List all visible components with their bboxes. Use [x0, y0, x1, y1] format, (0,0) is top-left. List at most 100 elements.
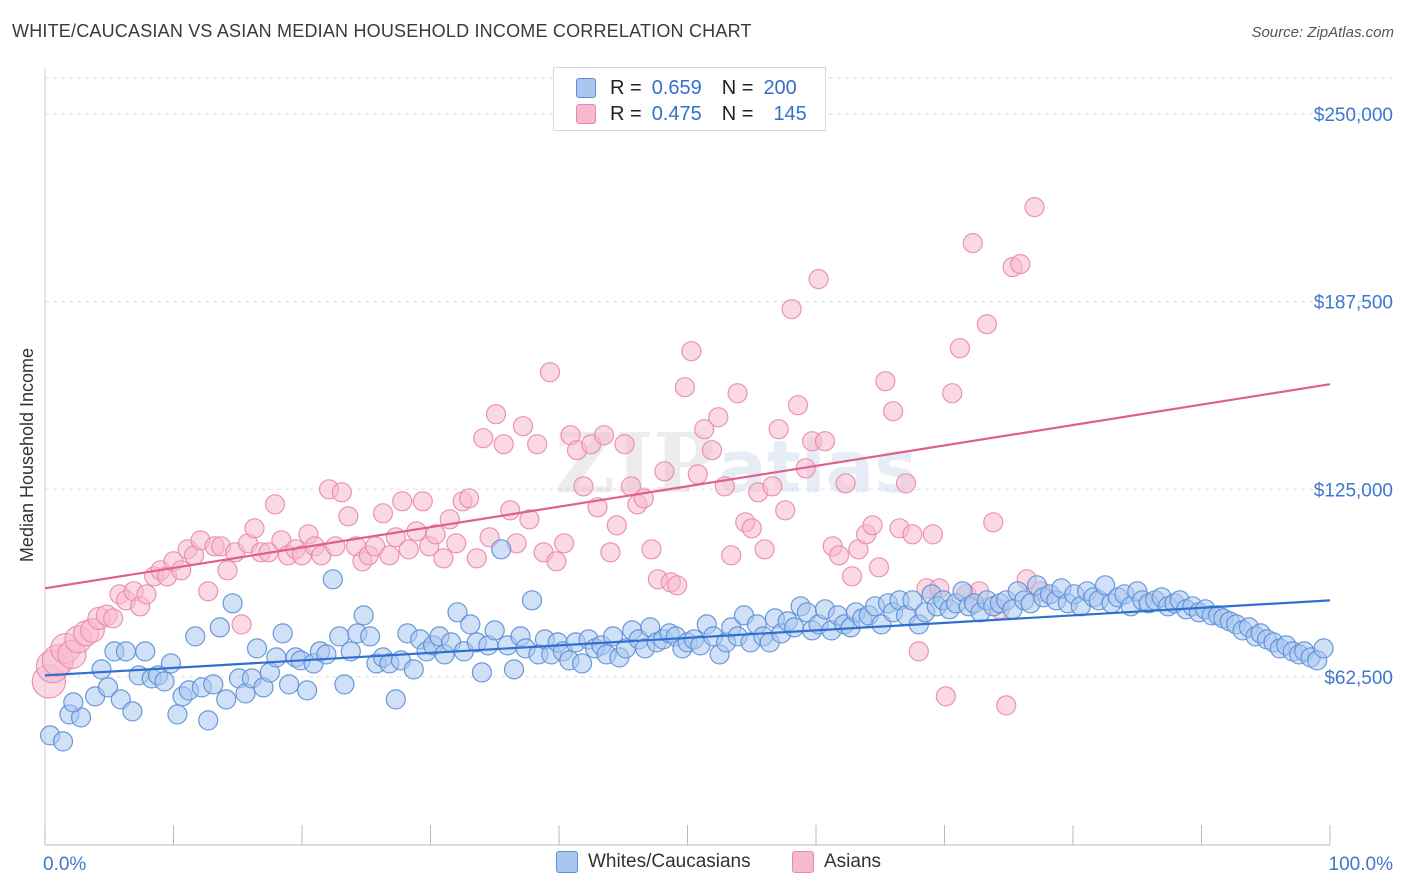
y-axis-label: Median Household Income [17, 348, 37, 562]
data-point [331, 482, 352, 503]
data-point [573, 476, 594, 497]
data-point [741, 518, 762, 539]
bottom-legend-asians: Asians [792, 851, 881, 873]
data-point [379, 545, 400, 566]
data-point [708, 407, 729, 428]
data-point [835, 473, 856, 494]
data-point [922, 524, 944, 545]
data-point [862, 515, 883, 536]
data-point [521, 590, 543, 611]
data-point [471, 662, 492, 683]
data-point [209, 617, 230, 638]
data-point [539, 362, 561, 383]
data-point [392, 491, 413, 512]
asians-trend-line [44, 383, 1331, 590]
data-point [338, 506, 359, 527]
data-point [266, 647, 287, 668]
data-point [1094, 575, 1116, 596]
data-point [385, 689, 406, 710]
data-point [171, 560, 192, 581]
data-point [412, 491, 433, 512]
data-point [160, 653, 181, 674]
legend-n-label: N = [721, 102, 754, 125]
data-point [902, 590, 923, 611]
data-point [546, 551, 567, 572]
data-point [828, 545, 850, 566]
data-point [996, 695, 1017, 716]
data-point [902, 524, 923, 545]
data-point [895, 473, 917, 494]
data-point [942, 383, 963, 404]
data-point [136, 584, 157, 605]
data-point [641, 539, 662, 560]
data-point [484, 620, 505, 641]
data-point [882, 401, 904, 422]
data-point [908, 641, 929, 662]
data-point [198, 710, 219, 731]
data-point [949, 338, 971, 359]
data-point [503, 659, 525, 680]
data-point [781, 299, 802, 320]
legend-r-value: 0.659 [651, 76, 702, 99]
data-point [694, 419, 715, 440]
source-label: Source: ZipAtlas.com [1251, 24, 1394, 41]
data-point [768, 419, 789, 440]
legend-n-label: N = [721, 76, 754, 99]
x-tick-label-start: 0.0% [43, 854, 86, 875]
data-point [754, 539, 775, 560]
data-point [297, 680, 318, 701]
data-point [512, 416, 534, 437]
bottom-legend-label: Whites/Caucasians [588, 851, 751, 872]
data-point [447, 602, 468, 623]
stats-legend: R = 0.659 N = 200 R = 0.475 N = 145 [553, 67, 826, 131]
data-point [466, 548, 487, 569]
axes [44, 68, 1331, 846]
data-point [63, 692, 84, 713]
x-tick-label-end: 100.0% [1329, 854, 1394, 875]
data-point [1010, 254, 1031, 275]
data-point [762, 476, 783, 497]
data-point [593, 425, 615, 446]
data-point [553, 533, 575, 554]
data-point [217, 560, 238, 581]
data-point [403, 659, 424, 680]
data-point [279, 674, 300, 695]
data-point [976, 314, 998, 335]
data-point [91, 659, 112, 680]
data-point [135, 641, 156, 662]
data-point [216, 689, 237, 710]
legend-n-value: 145 [773, 102, 807, 125]
data-point [784, 617, 805, 638]
data-point [325, 536, 346, 557]
legend-r-label: R = [610, 102, 642, 125]
data-point [322, 569, 343, 590]
data-point [571, 653, 593, 674]
data-point [340, 641, 361, 662]
data-point [398, 539, 419, 560]
data-point [334, 674, 355, 695]
data-point [360, 626, 381, 647]
legend-n-value: 200 [763, 76, 797, 99]
data-point [727, 383, 748, 404]
y-tick-label: $187,500 [1314, 293, 1393, 314]
bottom-swatch-blue [556, 851, 578, 873]
data-point [606, 515, 627, 536]
data-point [222, 593, 243, 614]
data-point [167, 704, 188, 725]
data-point [983, 512, 1004, 533]
data-point [1313, 638, 1334, 659]
data-point [97, 677, 119, 698]
data-point [1024, 197, 1045, 218]
data-point [500, 500, 521, 521]
data-point [701, 440, 723, 461]
data-point [687, 464, 708, 485]
bottom-swatch-pink [792, 851, 814, 873]
data-point [519, 509, 540, 530]
data-point [485, 404, 507, 425]
data-point [272, 623, 293, 644]
data-point [198, 581, 219, 602]
data-point [122, 701, 143, 722]
data-point [841, 566, 863, 587]
data-point [52, 731, 74, 752]
data-point [962, 233, 983, 254]
